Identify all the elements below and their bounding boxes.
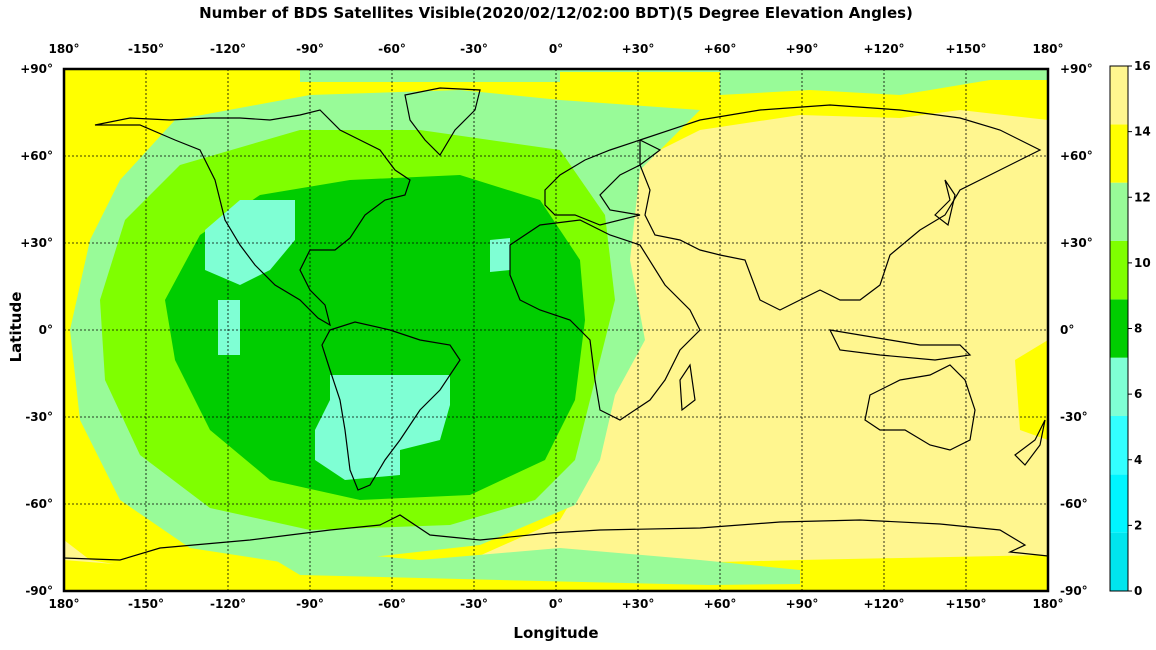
coast-madagascar: [679, 363, 696, 412]
x-tick-label-top: -30°: [460, 42, 488, 56]
x-tick-label-bottom: +60°: [704, 597, 737, 611]
coast-antarctica: [64, 514, 1048, 561]
coastlines: [64, 87, 1048, 561]
coast-australia: [864, 364, 976, 451]
x-ticks-bottom: 180° -150° -120° -90° -60° -30° 0° +30° +60° +90°…: [48, 597, 1063, 611]
x-tick-label-bottom: -120°: [210, 597, 246, 611]
x-tick-label-top: +150°: [945, 42, 986, 56]
x-tick-label-bottom: 0°: [549, 597, 563, 611]
colorbar-tick-label: 8: [1134, 322, 1142, 336]
x-tick-label-bottom: -150°: [128, 597, 164, 611]
x-tick-label-top: 0°: [549, 42, 563, 56]
y-tick-label-right: +60°: [1060, 149, 1093, 163]
x-tick-label-bottom: +120°: [863, 597, 904, 611]
y-ticks-left: +90° +60° +30° 0° -30° -60° -90°: [20, 62, 53, 598]
colorbar-segment: [1110, 474, 1128, 533]
y-tick-label-left: -90°: [25, 584, 53, 598]
y-tick-label-left: +90°: [20, 62, 53, 76]
colorbar-tick-label: 2: [1134, 518, 1142, 532]
coast-europe: [544, 139, 662, 226]
plot-frame: [62, 67, 1050, 593]
x-tick-label-top: -150°: [128, 42, 164, 56]
colorbar-segment: [1110, 357, 1128, 416]
colorbar-segment: [1110, 182, 1128, 241]
colorbar-tick-label: 6: [1134, 387, 1142, 401]
y-tick-label-right: +90°: [1060, 62, 1093, 76]
region-12-14-east: [1015, 340, 1048, 440]
y-tick-label-left: -60°: [25, 497, 53, 511]
x-tick-label-top: -90°: [296, 42, 324, 56]
x-tick-label-bottom: -90°: [296, 597, 324, 611]
x-tick-label-top: -120°: [210, 42, 246, 56]
coast-asia: [639, 104, 1042, 311]
chart-title: Number of BDS Satellites Visible(2020/02…: [199, 4, 913, 22]
x-tick-label-top: -60°: [378, 42, 406, 56]
graticule: [64, 69, 1048, 591]
x-tick-label-top: +90°: [786, 42, 819, 56]
region-10-12-south: [250, 545, 800, 585]
x-tick-label-top: +30°: [622, 42, 655, 56]
y-tick-label-right: -60°: [1060, 497, 1088, 511]
x-tick-label-top: 180°: [48, 42, 79, 56]
x-tick-label-bottom: -30°: [460, 597, 488, 611]
x-tick-label-bottom: 180°: [1032, 597, 1063, 611]
colorbar-tick-label: 4: [1134, 453, 1142, 467]
colorbar-segment: [1110, 241, 1128, 300]
y-tick-label-right: -30°: [1060, 410, 1088, 424]
coast-indonesia: [828, 329, 972, 361]
colorbar-tick-label: 16: [1134, 59, 1151, 73]
y-tick-label-left: +30°: [20, 236, 53, 250]
region-4-6-c: [315, 375, 450, 480]
colorbar-tick-label: 0: [1134, 584, 1142, 598]
x-tick-label-bottom: +30°: [622, 597, 655, 611]
y-ticks-right: +90° +60° +30° 0° -30° -60° -90°: [1060, 62, 1093, 598]
colorbar-segment: [1110, 299, 1128, 358]
colorbar: 0 2 4 6 8 10 12 14 16: [1109, 59, 1151, 598]
x-tick-label-bottom: +90°: [786, 597, 819, 611]
region-4-6-a: [205, 200, 295, 285]
colorbar-segment: [1110, 416, 1128, 475]
coast-japan: [934, 179, 956, 227]
x-tick-label-top: +120°: [863, 42, 904, 56]
colorbar-tick-label: 12: [1134, 190, 1151, 204]
y-tick-label-left: 0°: [39, 323, 53, 337]
y-tick-label-right: 0°: [1060, 323, 1074, 337]
x-tick-label-top: +60°: [704, 42, 737, 56]
y-tick-label-right: +30°: [1060, 236, 1093, 250]
y-tick-label-left: +60°: [20, 149, 53, 163]
region-4-6-d: [490, 238, 510, 272]
x-tick-label-bottom: 180°: [48, 597, 79, 611]
coast-africa: [509, 219, 701, 421]
coast-greenland: [404, 87, 481, 156]
x-tick-label-bottom: -60°: [378, 597, 406, 611]
colorbar-segment: [1110, 124, 1128, 183]
region-4-6-b: [218, 300, 240, 355]
colorbar-segment: [1110, 66, 1128, 125]
y-tick-label-left: -30°: [25, 410, 53, 424]
coast-south-america: [321, 321, 461, 491]
x-ticks-top: 180° -150° -120° -90° -60° -30° 0° +30° +60° +90°…: [48, 42, 1063, 56]
colorbar-tick-label: 14: [1134, 125, 1151, 139]
coast-north-america: [94, 109, 411, 327]
colorbar-tick-label: 10: [1134, 256, 1151, 270]
y-tick-label-right: -90°: [1060, 584, 1088, 598]
x-axis-label: Longitude: [513, 624, 599, 642]
colorbar-segment: [1110, 532, 1128, 591]
coast-new-zealand: [1014, 419, 1046, 466]
x-tick-label-top: 180°: [1032, 42, 1063, 56]
x-tick-label-bottom: +150°: [945, 597, 986, 611]
